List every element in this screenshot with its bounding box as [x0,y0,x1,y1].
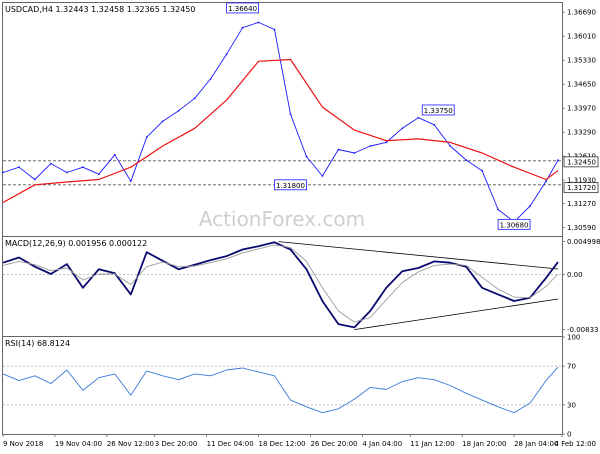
rsi-ytick-label: 70 [567,363,576,371]
price-point [557,159,559,161]
price-point [353,152,356,154]
price-ytick-label: 1.34650 [567,81,596,89]
price-point [545,180,547,183]
price-point [321,175,324,177]
x-tick-label: 11 Jan 12:00 [410,440,454,448]
price-annotation-box-2 [421,104,455,116]
price-point [113,153,116,156]
price-point [369,145,372,147]
x-tick-label: 3 Dec 20:00 [155,440,198,448]
x-tick-label: 11 Dec 04:00 [207,440,254,448]
price-point [289,113,292,116]
price-ytick-label: 1.33290 [567,129,596,137]
price-annotation-label-0: 1.36640 [228,5,257,13]
price-point [2,171,4,174]
price-annotation-label-1: 1.31800 [276,182,305,190]
x-tick-label: 26 Nov 12:00 [107,440,154,448]
rsi-line [2,366,559,414]
price-point [97,173,100,176]
price-point [209,78,212,80]
price-ytick-label: 1.30590 [567,224,596,232]
x-tick-label: 9 Nov 2018 [3,440,43,448]
macd-panel-header: MACD(12,26,9) 0.001956 0.000122 [5,239,147,248]
price-point [337,148,340,151]
x-tick-label: 18 Dec 12:00 [259,440,306,448]
price-point [305,155,308,158]
price-point [34,178,36,181]
price-tag-label-1: 1.31720 [567,184,596,192]
price-ytick-label: 1.35330 [567,57,596,65]
price-point [225,53,228,56]
price-point [177,109,180,112]
rsi-ytick-label: 30 [567,401,576,409]
x-tick-label: 26 Dec 20:00 [310,440,357,448]
x-tick-label: 19 Nov 04:00 [55,440,102,448]
signal-line [2,244,559,323]
rsi-panel-frame [2,336,563,435]
macd-trendline-0 [278,241,559,270]
price-ytick-label: 1.31930 [567,177,596,185]
price-annotation-box-0 [226,2,259,14]
price-point [18,166,20,169]
price-annotation-label-2: 1.33750 [424,107,453,115]
x-tick-label: 28 Jan 04:00 [514,440,558,448]
price-line [2,21,559,223]
price-annotation-box-1 [274,179,307,191]
price-point [497,208,500,211]
price-point [401,127,404,130]
price-point [433,123,436,126]
x-tick-label: 18 Jan 20:00 [462,440,506,448]
price-point [145,136,148,139]
macd-trendline-1 [354,298,559,330]
price-ytick-label: 1.33970 [567,105,596,113]
price-point [161,120,164,123]
price-point [529,205,531,207]
price-point [257,21,260,24]
price-tag-box-1 [563,182,599,194]
price-point [417,116,420,119]
x-tick-label: 4 Jan 04:00 [362,440,402,448]
macd-ytick-label: -0.00833 [567,326,598,334]
price-annotation-label-3: 1.30680 [500,221,529,229]
rsi-ytick-label: 100 [567,334,580,342]
macd-ytick-label: 0.00 [567,271,583,279]
price-tag-box-0 [563,156,599,168]
x-tick-label: 4 Feb 12:00 [555,440,596,448]
price-point [465,159,468,161]
price-point [65,171,68,174]
price-point [81,166,84,169]
price-point [385,141,388,144]
watermark: ActionForex.com [199,207,365,231]
price-point [481,169,484,172]
price-ytick-label: 1.36010 [567,33,596,41]
price-point [241,26,244,29]
price-point [449,145,452,147]
price-ytick-label: 1.31270 [567,200,596,208]
price-point [273,28,276,31]
macd-ytick-label: 0.004998 [567,238,600,246]
rsi-ytick-label: 0 [567,431,571,439]
price-tag-label-0: 1.32450 [567,158,596,166]
price-annotation-box-3 [497,218,531,230]
price-panel-header: USDCAD,H4 1.32443 1.32458 1.32365 1.3245… [5,5,195,14]
price-ytick-label: 1.36690 [567,9,596,17]
price-point [193,97,196,100]
ma-line [2,58,559,204]
rsi-panel-header: RSI(14) 68.8124 [5,339,70,348]
price-point [50,162,52,165]
price-point [129,180,132,183]
